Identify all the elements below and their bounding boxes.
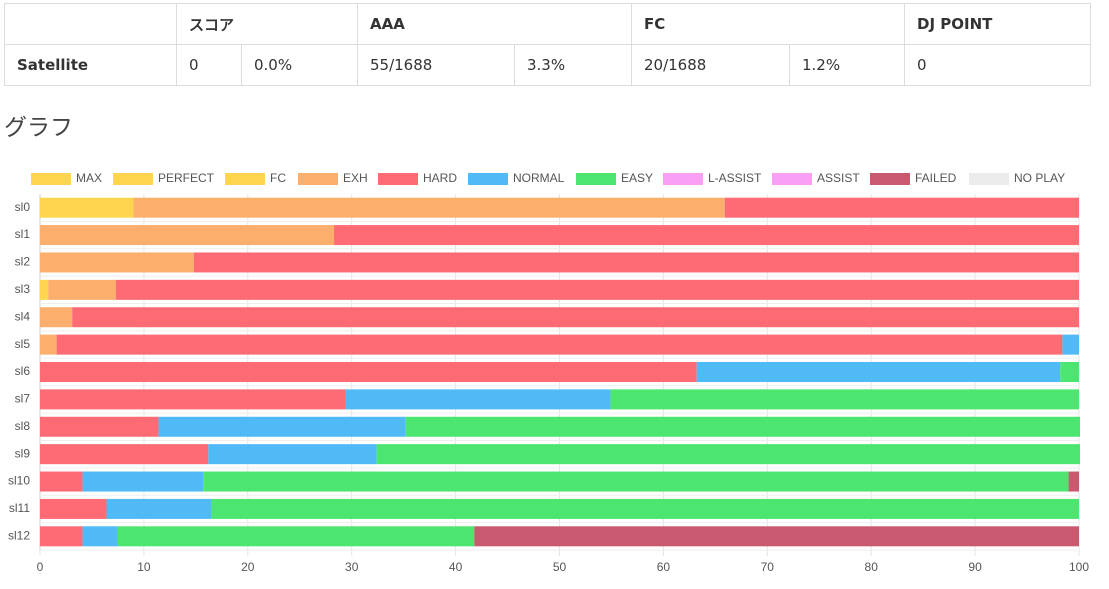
y-tick-label: sl12: [8, 528, 30, 542]
bar-segment: [208, 444, 377, 465]
legend-swatch: [969, 173, 1009, 185]
legend-swatch: [113, 173, 153, 185]
bar-segment: [106, 498, 212, 519]
bar-segment: [345, 389, 611, 410]
legend-label: FC: [270, 171, 286, 185]
bar-segment: [724, 197, 1079, 218]
stats-table: スコア AAA FC DJ POINT Satellite 0 0.0% 55/…: [4, 3, 1091, 86]
bar-segment: [40, 334, 57, 355]
y-tick-label: sl2: [15, 255, 31, 269]
cell: 0: [176, 44, 242, 86]
x-tick-label: 20: [241, 560, 255, 574]
bar-segment: [40, 444, 209, 465]
y-tick-label: sl0: [15, 200, 31, 214]
bar-segment: [82, 471, 204, 492]
bar-segment: [117, 526, 475, 547]
y-tick-label: sl6: [15, 364, 31, 378]
x-tick-label: 0: [37, 560, 44, 574]
bar-segment: [1060, 362, 1079, 382]
legend-swatch: [468, 173, 508, 185]
x-tick-label: 90: [968, 560, 982, 574]
y-tick-label: sl1: [15, 227, 31, 241]
x-tick-label: 100: [1069, 560, 1089, 574]
bar-segment: [193, 252, 1080, 273]
cell: 20/1688: [631, 44, 790, 86]
cell: 0.0%: [241, 44, 358, 86]
heading: グラフ: [4, 115, 73, 141]
y-tick-label: sl11: [9, 501, 30, 515]
cell: 3.3%: [514, 44, 632, 86]
bar-segment: [40, 252, 194, 273]
bar-segment: [72, 307, 1080, 328]
legend-swatch: [772, 173, 812, 185]
x-tick-label: 80: [865, 560, 879, 574]
legend-label: HARD: [423, 171, 457, 185]
th: FC: [631, 3, 905, 45]
legend-label: NO PLAY: [1014, 171, 1065, 185]
legend-swatch: [378, 173, 418, 185]
legend-swatch: [663, 173, 703, 185]
legend-swatch: [298, 173, 338, 185]
bar-segment: [82, 526, 118, 547]
bar-segment: [334, 225, 1079, 246]
bar-segment: [376, 444, 1081, 465]
th: DJ POINT: [904, 3, 1091, 45]
y-tick-label: sl8: [15, 419, 31, 433]
bar-segment: [211, 498, 1079, 519]
y-tick-label: sl9: [15, 446, 31, 460]
x-tick-label: 60: [657, 560, 671, 574]
bar-segment: [40, 197, 134, 218]
y-tick-label: sl7: [15, 392, 31, 406]
legend-label: EXH: [343, 171, 368, 185]
bar-segment: [203, 471, 1069, 492]
bar-segment: [40, 416, 159, 437]
legend-label: L-ASSIST: [708, 171, 762, 185]
legend-swatch: [225, 173, 265, 185]
bar-segment: [40, 498, 107, 519]
cell: 1.2%: [789, 44, 905, 86]
bar-segment: [40, 526, 83, 547]
bar-segment: [40, 307, 73, 328]
bar-segment: [40, 362, 697, 382]
legend-swatch: [31, 173, 71, 185]
bar-segment: [1068, 471, 1079, 492]
y-tick-label: sl3: [15, 282, 31, 296]
x-tick-label: 30: [345, 560, 359, 574]
legend-label: ASSIST: [817, 171, 860, 185]
legend-label: FAILED: [915, 171, 957, 185]
y-tick-label: sl10: [8, 474, 30, 488]
bar-segment: [40, 225, 335, 246]
cell: 55/1688: [357, 44, 515, 86]
bar-segment: [133, 197, 725, 218]
x-tick-label: 70: [761, 560, 775, 574]
legend-label: MAX: [76, 171, 102, 185]
y-tick-label: sl4: [15, 309, 31, 323]
legend-swatch: [576, 173, 616, 185]
y-tick-label: sl5: [15, 337, 31, 351]
x-tick-label: 50: [553, 560, 567, 574]
bar-segment: [56, 334, 1063, 355]
legend-swatch: [870, 173, 910, 185]
bar-segment: [1062, 334, 1079, 355]
bar-segment: [474, 526, 1079, 547]
bar-segment: [405, 416, 1081, 437]
bar-segment: [40, 471, 83, 492]
bar-segment: [158, 416, 406, 437]
x-tick-label: 10: [137, 560, 151, 574]
cell: 0: [904, 44, 1091, 86]
bar-segment: [610, 389, 1079, 410]
bar-segment: [115, 279, 1080, 300]
x-tick-label: 40: [449, 560, 463, 574]
bar-segment: [40, 279, 49, 300]
bar-segment: [696, 362, 1061, 382]
bar-segment: [48, 279, 116, 300]
legend-label: NORMAL: [513, 171, 565, 185]
bar-segment: [40, 389, 346, 410]
legend-label: EASY: [621, 171, 653, 185]
legend-label: PERFECT: [158, 171, 215, 185]
